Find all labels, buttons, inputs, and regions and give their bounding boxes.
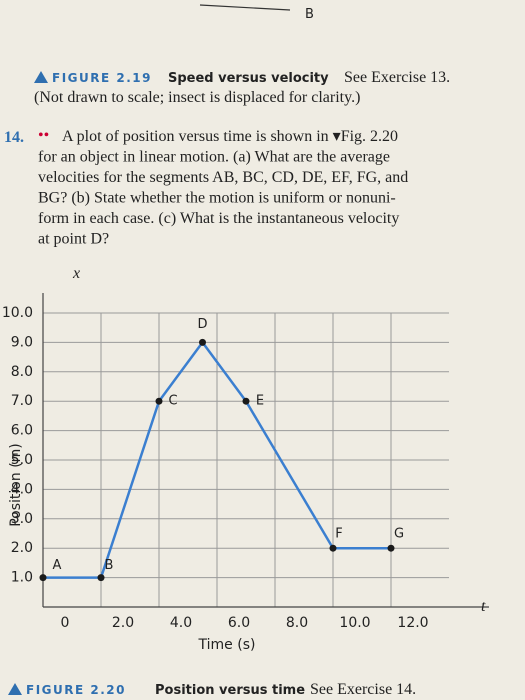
x-tick-label: 12.0 <box>397 615 428 631</box>
y-axis-label: Position (m) <box>8 443 24 527</box>
y-tick-label: 6.0 <box>11 423 33 439</box>
figure-title: Position versus time <box>155 683 305 698</box>
y-tick-label: 5.0 <box>11 452 33 468</box>
figure-label: FIGURE 2.19 <box>52 71 152 85</box>
exercise-text: A plot of position versus time is shown … <box>38 128 408 248</box>
y-tick-label: 10.0 <box>2 305 33 321</box>
data-point <box>242 397 250 405</box>
figure-triangle <box>8 683 22 695</box>
x-axis-symbol: t <box>481 598 486 615</box>
point-label: G <box>394 527 404 542</box>
y-tick-label: 7.0 <box>11 393 33 409</box>
data-point <box>39 574 47 582</box>
x-tick-label: 8.0 <box>286 615 308 631</box>
figure-note: (Not drawn to scale; insect is displaced… <box>34 89 360 106</box>
point-label: E <box>256 394 264 409</box>
exercise-line: for an object in linear motion. (a) What… <box>38 149 390 166</box>
figure-triangle <box>34 71 48 83</box>
point-label: F <box>335 527 342 542</box>
chart: 1.0 2.0 3.0 4.0 5.0 6.0 7.0 8.0 9.0 10.0 0 2.0 4.0 6.… <box>2 265 489 653</box>
exercise-number: 14. <box>4 129 24 146</box>
y-axis-symbol: x <box>72 265 80 282</box>
data-point <box>329 544 337 552</box>
exercise-line: A plot of position versus time is shown … <box>62 128 398 145</box>
y-tick-label: 1.0 <box>11 570 33 586</box>
x-axis-label: Time (s) <box>198 637 256 653</box>
y-tick-label: 8.0 <box>11 364 33 380</box>
top-fragment: B <box>305 7 314 22</box>
point-label: B <box>105 558 114 573</box>
exercise-line: velocities for the segments AB, BC, CD, … <box>38 169 408 186</box>
exercise-level: •• <box>38 127 49 144</box>
figure-title: Speed versus velocity <box>168 71 329 86</box>
y-tick-label: 3.0 <box>11 511 33 527</box>
data-point <box>387 544 395 552</box>
x-tick-label: 10.0 <box>339 615 370 631</box>
y-tick-label: 2.0 <box>11 540 33 556</box>
data-point <box>155 397 163 405</box>
y-tick-label: 4.0 <box>11 481 33 497</box>
data-point <box>199 338 206 346</box>
exercise-line: at point D? <box>38 231 109 248</box>
figure-reference: See Exercise 14. <box>310 681 416 698</box>
point-label: C <box>168 394 177 409</box>
y-tick-label: 9.0 <box>11 334 33 350</box>
exercise-line: form in each case. (c) What is the insta… <box>38 210 399 227</box>
x-tick-label: 6.0 <box>228 615 250 631</box>
point-label: A <box>53 558 62 573</box>
x-tick-label: 2.0 <box>112 615 134 631</box>
data-point <box>97 574 105 582</box>
figure-reference: See Exercise 13. <box>344 69 450 86</box>
exercise-line: BG? (b) State whether the motion is unif… <box>38 190 396 207</box>
arrow-fragment <box>199 4 291 11</box>
x-tick-label: 4.0 <box>170 615 192 631</box>
figure-label: FIGURE 2.20 <box>26 683 126 697</box>
x-tick-label: 0 <box>61 615 70 631</box>
point-label: D <box>197 317 207 332</box>
